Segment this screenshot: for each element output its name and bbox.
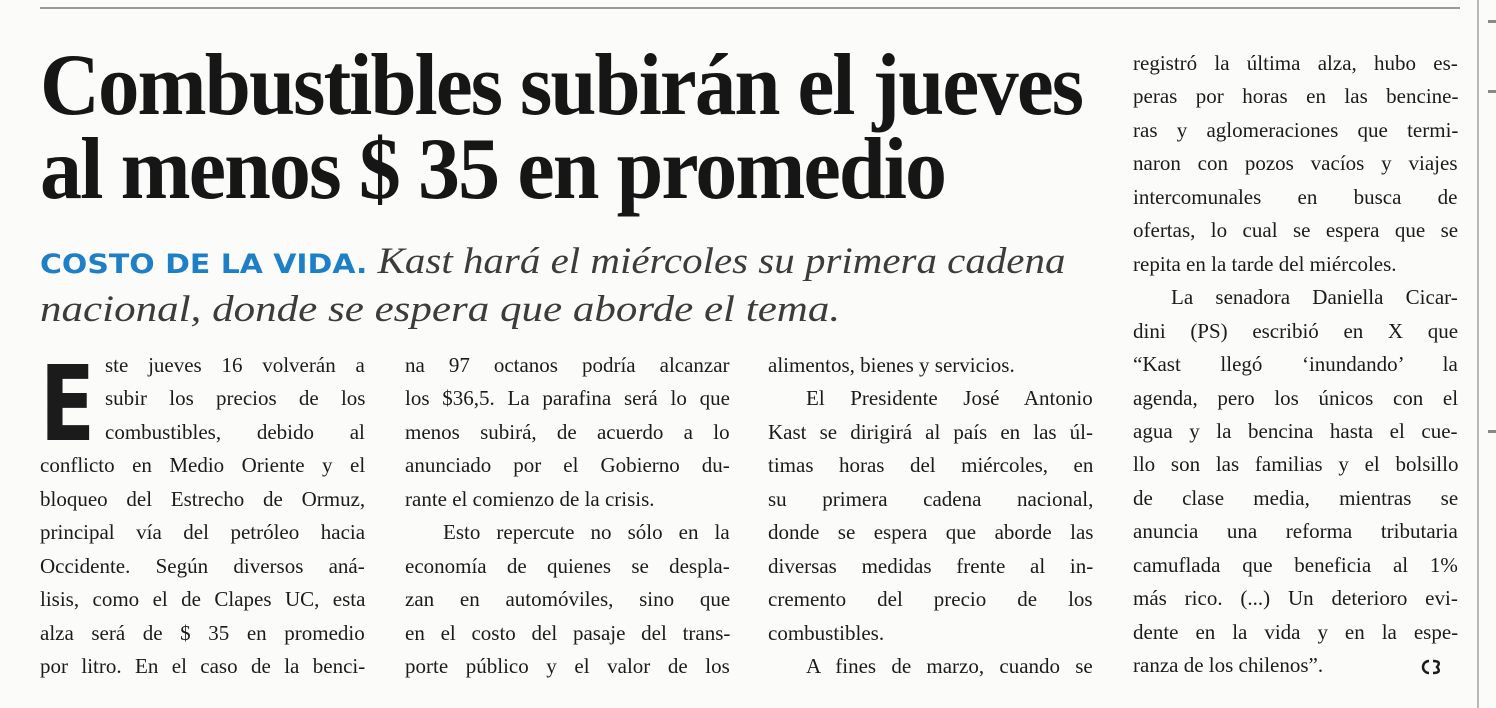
text-line: alza será de $ 35 en promedio (40, 620, 365, 645)
deck-line: nacional, donde se espera que aborde el … (40, 289, 841, 330)
text-line: registró la última alza, hubo es- (1133, 51, 1458, 75)
text-line: dini (PS) escribió en X que (1133, 318, 1459, 343)
headline: al menos $ 35 en promedio (40, 121, 947, 218)
text-line: alimentos, bienes y servicios. (768, 353, 1015, 377)
text-line: ofertas, lo cual se espera que se (1133, 218, 1459, 243)
text-line: agenda, pero los únicos con el (1133, 385, 1459, 410)
end-mark (1421, 659, 1441, 675)
text-line: repita en la tarde del miércoles. (1133, 251, 1397, 276)
text-line: diversas medidas frente al in- (768, 553, 1094, 578)
text-line: conflicto en Medio Oriente y el (40, 453, 366, 478)
text-line: Occidente. Según diversos aná- (40, 553, 365, 578)
text-line: “Kast llegó ‘inundando’ la (1133, 352, 1458, 377)
text-line: su primera cadena nacional, (768, 486, 1094, 511)
text-line: bloqueo del Estrecho de Ormuz, (40, 486, 366, 511)
text-line: subir los precios de los (105, 386, 366, 411)
kicker: COSTO DE LA VIDA. (40, 249, 368, 280)
text-line: dente en la vida y en la espe- (1133, 619, 1459, 644)
text-line: intercomunales en busca de (1133, 184, 1458, 209)
text-line: lisis, como el de Clapes UC, esta (40, 587, 366, 612)
text-line: ras y aglomeraciones que termi- (1133, 117, 1459, 142)
text-line: ste jueves 16 volverán a (105, 353, 365, 377)
text-line: agua y la bencina hasta el cue- (1133, 418, 1458, 443)
text-line: por litro. En el caso de la benci- (40, 654, 366, 679)
text-line: El Presidente José Antonio (806, 386, 1093, 411)
text-line: menos subirá, de acuerdo a lo (405, 419, 730, 444)
text-line: La senadora Daniella Cicar- (1171, 285, 1458, 310)
drop-cap: E (40, 343, 96, 465)
text-line: combustibles, debido al (105, 419, 365, 444)
text-line: A fines de marzo, cuando se (806, 654, 1093, 679)
text-line: anuncia una reforma tributaria (1133, 519, 1458, 544)
text-line: timas horas del miércoles, en (768, 453, 1094, 478)
text-line: llo son las familias y el bolsillo (1133, 452, 1459, 477)
text-line: peras por horas en las bencine- (1133, 84, 1459, 109)
deck-line: COSTO DE LA VIDA. Kast hará el miércoles… (40, 240, 1065, 287)
text-line: los $36,5. La parafina será lo que (405, 386, 730, 411)
side-mark (1488, 20, 1496, 23)
text-line: Esto repercute no sólo en la (443, 520, 730, 545)
text-line: rante el comienzo de la crisis. (405, 486, 655, 511)
text-line: donde se espera que aborde las (768, 520, 1094, 545)
text-line: cremento del precio de los (768, 587, 1093, 612)
text-line: naron con pozos vacíos y viajes (1133, 151, 1458, 176)
text-line: principal vía del petróleo hacia (40, 520, 366, 545)
side-mark (1488, 90, 1496, 93)
text-line: en el costo del pasaje del trans- (405, 620, 731, 645)
text-line: más rico. (...) Un deterioro evi- (1133, 586, 1458, 611)
text-line: camuflada que beneficia al 1% (1133, 552, 1458, 577)
text-line: economía de quienes se despla- (405, 553, 730, 578)
side-mark (1488, 430, 1496, 433)
text-line: zan en automóviles, sino que (405, 587, 731, 612)
top-rule (40, 7, 1460, 9)
side-rule (1477, 0, 1479, 708)
deck-text: Kast hará el miércoles su primera cadena (377, 241, 1066, 282)
text-line: de clase media, mientras se (1133, 485, 1459, 510)
headline: Combustibles subirán el jueves (40, 37, 1084, 134)
text-line: combustibles. (768, 620, 885, 645)
text-line: porte público y el valor de los (405, 654, 730, 679)
text-line: na 97 octanos podría alcanzar (405, 353, 730, 377)
text-line: Kast se dirigirá al país en las úl- (768, 419, 1094, 444)
text-line: anunciado por el Gobierno du- (405, 453, 730, 478)
text-line: ranza de los chilenos”. (1133, 653, 1324, 678)
